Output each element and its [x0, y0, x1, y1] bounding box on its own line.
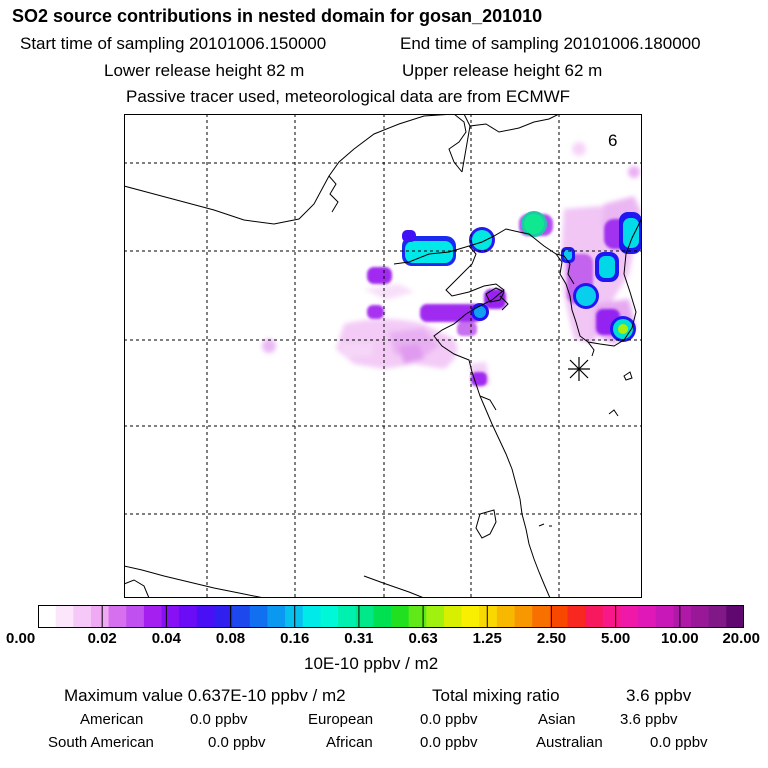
colorbar-cell [673, 605, 692, 628]
colorbar-tick-label: 0.63 [408, 630, 438, 647]
plot-title: SO2 source contributions in nested domai… [12, 6, 543, 26]
colorbar-cell [514, 605, 533, 628]
colorbar-cell [285, 605, 304, 628]
tracer-note: Passive tracer used, meteorological data… [126, 87, 571, 106]
region-value-african: 0.0 ppbv [420, 734, 478, 751]
colorbar-cell [620, 605, 639, 628]
colorbar-cell [408, 605, 427, 628]
colorbar [38, 605, 744, 628]
colorbar-cell [126, 605, 145, 628]
region-name-australian: Australian [536, 734, 603, 751]
colorbar-cell [443, 605, 463, 628]
colorbar-cell [461, 605, 480, 628]
colorbar-cell [161, 605, 180, 628]
colorbar-cell [479, 605, 498, 628]
region-value-australian: 0.0 ppbv [650, 734, 708, 751]
region-value-american: 0.0 ppbv [190, 711, 248, 728]
colorbar-cell [196, 605, 215, 628]
region-value-south-american: 0.0 ppbv [208, 734, 266, 751]
colorbar-cell [655, 605, 674, 628]
colorbar-units: 10E-10 ppbv / m2 [304, 654, 439, 673]
total-mixing-ratio-label: Total mixing ratio [432, 686, 560, 705]
colorbar-cell [143, 605, 163, 628]
colorbar-tick-label: 0.02 [87, 630, 117, 647]
colorbar-tick-label: 0.31 [344, 630, 374, 647]
colorbar-tick-label: 20.00 [722, 630, 760, 647]
map-frame [124, 114, 642, 598]
colorbar-cell [232, 605, 251, 628]
maximum-value: Maximum value 0.637E-10 ppbv / m2 [64, 686, 346, 705]
region-name-european: European [308, 711, 374, 728]
colorbar-cell [249, 605, 268, 628]
region-name-asian: Asian [538, 711, 576, 728]
colorbar-cell [38, 605, 57, 628]
colorbar-cell [585, 605, 604, 628]
colorbar-tick-label: 2.50 [536, 630, 567, 647]
colorbar-cell [179, 605, 198, 628]
panel-number: 6 [608, 131, 617, 150]
colorbar-cell [726, 605, 744, 628]
region-value-asian: 3.6 ppbv [620, 711, 678, 728]
colorbar-tick-label: 0.04 [151, 630, 181, 647]
colorbar-tick-label: 0.08 [215, 630, 246, 647]
coastlines [124, 114, 642, 598]
colorbar-cell [55, 605, 74, 628]
region-name-american: American [80, 711, 144, 728]
start-time: Start time of sampling 20101006.150000 [20, 34, 327, 53]
colorbar-cell [708, 605, 727, 628]
colorbar-cell [355, 605, 374, 628]
graticule [124, 114, 642, 598]
colorbar-cell [267, 605, 286, 628]
colorbar-tick-label: 1.25 [472, 630, 502, 647]
map-panel: 6 [124, 114, 642, 598]
colorbar-cell [90, 605, 110, 628]
receptor-star-icon [568, 357, 590, 381]
colorbar-tick-label: 10.00 [661, 630, 699, 647]
region-value-european: 0.0 ppbv [420, 711, 478, 728]
colorbar-cell [373, 605, 392, 628]
lower-release-height: Lower release height 82 m [104, 61, 305, 80]
region-name-south-american: South American [48, 734, 154, 751]
colorbar-cell [320, 605, 339, 628]
colorbar-tick-label: 0.00 [6, 630, 36, 647]
colorbar-cell [391, 605, 410, 628]
colorbar-cell [302, 605, 321, 628]
colorbar-tick-label: 0.16 [280, 630, 310, 647]
total-mixing-ratio-value: 3.6 ppbv [626, 686, 692, 705]
region-name-african: African [326, 734, 373, 751]
colorbar-cell [691, 605, 710, 628]
colorbar-cell [108, 605, 127, 628]
colorbar-cell [549, 605, 568, 628]
colorbar-cell [602, 605, 621, 628]
colorbar-cell [214, 605, 233, 628]
colorbar-cell [567, 605, 586, 628]
colorbar-tick-label: 5.00 [601, 630, 631, 647]
colorbar-cell [638, 605, 657, 628]
colorbar-cell [338, 605, 357, 628]
colorbar-cell [73, 605, 92, 628]
colorbar-cell [496, 605, 516, 628]
colorbar-cell [426, 605, 445, 628]
upper-release-height: Upper release height 62 m [402, 61, 603, 80]
end-time: End time of sampling 20101006.180000 [400, 34, 701, 53]
colorbar-cell [532, 605, 551, 628]
